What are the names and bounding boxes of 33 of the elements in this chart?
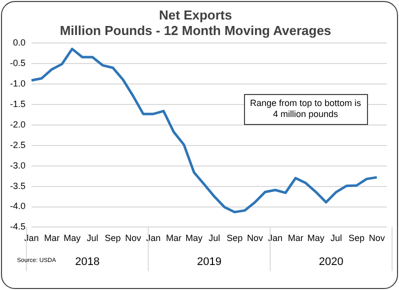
y-tick-label: -0.5: [10, 58, 26, 68]
y-tick-label: 0.0: [12, 38, 26, 48]
x-tick-label: Mar: [44, 233, 60, 244]
x-tick-label: Nov: [125, 233, 142, 244]
chart-title: Net Exports Million Pounds - 12 Month Moving Averages: [60, 7, 332, 38]
x-tick-label: May: [64, 233, 82, 244]
x-tick-label: Jul: [330, 233, 342, 244]
x-tick-label: Nov: [246, 233, 264, 244]
x-tick-label: Sep: [104, 233, 121, 244]
y-tick-label: -4.5: [10, 222, 26, 232]
x-tick-label: Mar: [288, 233, 304, 244]
x-tick-label: Sep: [226, 233, 243, 244]
annotation: Range from top to bottom is 4 million pounds: [250, 98, 362, 119]
y-tick-label: -2.5: [10, 140, 26, 150]
x-tick-label: Jan: [24, 233, 39, 244]
x-tick-label: May: [186, 233, 204, 244]
x-tick-label: Sep: [348, 233, 365, 244]
y-tick-label: -4.0: [10, 201, 26, 212]
x-tick-label: Jan: [268, 233, 283, 244]
text: 2019: [197, 256, 222, 268]
y-tick-label: -2.0: [10, 119, 26, 130]
x-tick-label: Jul: [86, 233, 98, 244]
x-tick-label: May: [307, 233, 325, 244]
x-tick-label: Mar: [166, 233, 182, 244]
y-tick-label: -3.0: [10, 160, 26, 170]
text: 2018: [75, 256, 100, 268]
y-tick-label: -1.0: [10, 78, 26, 89]
x-tick-label: Nov: [368, 233, 386, 244]
x-tick-label: Jul: [208, 233, 220, 244]
x-tick-label: Jan: [146, 233, 161, 244]
y-tick-label: -1.5: [10, 99, 26, 110]
text: 2020: [318, 256, 344, 268]
y-tick-label: -3.5: [10, 180, 26, 191]
